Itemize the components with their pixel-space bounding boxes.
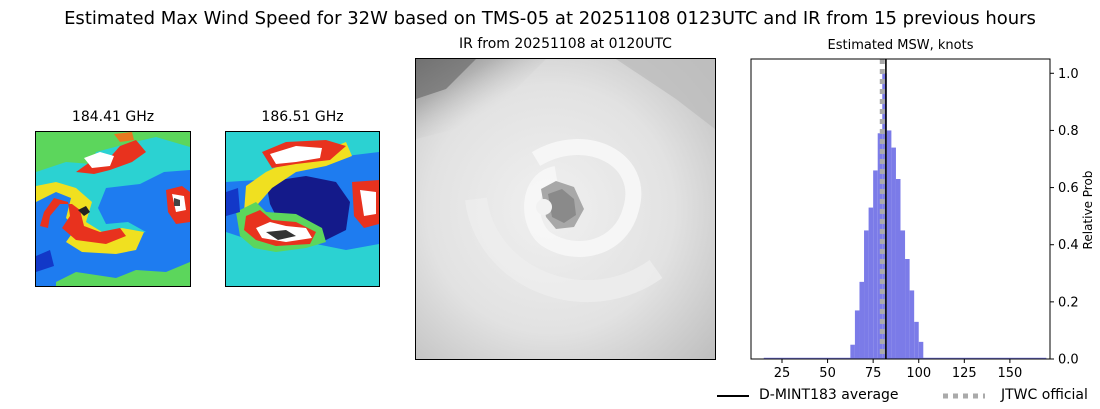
x-tick-label: 150 xyxy=(997,366,1022,381)
x-tick-label: 75 xyxy=(865,366,882,381)
histogram-bar xyxy=(859,281,865,359)
histogram-bar xyxy=(873,170,878,359)
legend-solid-line-icon xyxy=(717,395,749,397)
histogram-bar xyxy=(905,259,910,359)
histogram-bar xyxy=(891,147,896,359)
legend-dotted-line-icon xyxy=(943,393,985,399)
mw-184-image xyxy=(35,131,191,287)
y-tick-label: 0.4 xyxy=(1058,238,1079,253)
figure-title: Estimated Max Wind Speed for 32W based o… xyxy=(64,8,1036,29)
histogram-bar xyxy=(895,179,901,359)
mw-186-title: 186.51 GHz xyxy=(261,109,344,125)
histogram-bar xyxy=(882,73,887,360)
histogram-bar xyxy=(868,207,874,359)
legend-dmint-label: D-MINT183 average xyxy=(759,387,899,403)
ir-title: IR from 20251108 at 0120UTC xyxy=(459,36,672,52)
y-tick-label: 0.8 xyxy=(1058,124,1079,139)
histogram-bar xyxy=(918,341,924,359)
histogram-bar xyxy=(877,133,883,359)
histogram-bar xyxy=(909,290,915,359)
x-tick-label: 25 xyxy=(774,366,791,381)
chart-title: Estimated MSW, knots xyxy=(827,38,974,53)
ir-image xyxy=(415,58,716,360)
x-tick-label: 50 xyxy=(819,366,836,381)
msw-histogram: 25 50 75 100 125 150 0.0 0.2 0.4 0.6 0.8 1.0 xyxy=(750,58,1079,381)
y-tick-label: 0.6 xyxy=(1058,181,1079,196)
x-tick-label: 125 xyxy=(952,366,977,381)
y-tick-label: 0.0 xyxy=(1058,353,1079,368)
histogram-bar xyxy=(850,344,855,359)
histogram-bar xyxy=(900,230,906,359)
histogram-bar xyxy=(854,310,860,359)
legend-jtwc-label: JTWC official xyxy=(1001,387,1088,403)
histogram-bar xyxy=(886,130,892,359)
x-tick-label: 100 xyxy=(906,366,931,381)
histogram-bar xyxy=(864,230,869,359)
mw-186-image xyxy=(225,131,380,287)
histogram-bar xyxy=(914,321,919,359)
legend: D-MINT183 average JTWC official xyxy=(715,386,1095,406)
y-tick-label: 1.0 xyxy=(1058,67,1079,82)
y-tick-label: 0.2 xyxy=(1058,295,1079,310)
mw-184-title: 184.41 GHz xyxy=(71,109,155,125)
